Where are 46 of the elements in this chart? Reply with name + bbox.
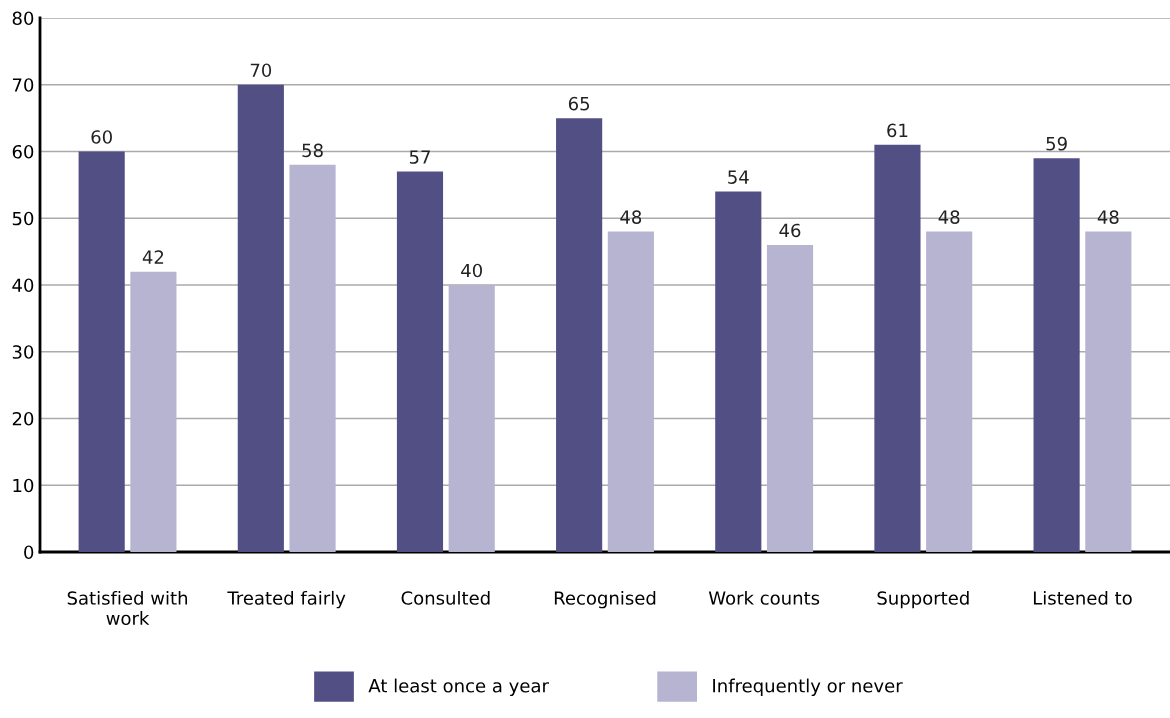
bar [448,285,495,552]
y-tick-label: 80 [12,11,34,26]
y-tick-label: 0 [24,545,34,560]
bar [289,164,336,552]
bar [1085,231,1132,552]
bar [715,191,762,552]
y-tick-label: 40 [12,278,34,293]
bar [130,271,177,552]
bar [607,231,654,552]
data-label: 40 [461,263,482,278]
x-tick-label: Satisfied with work [67,590,188,626]
data-label: 60 [91,130,112,144]
bar [874,144,921,552]
y-tick-label: 10 [13,478,34,493]
data-label: 46 [779,223,801,238]
data-label: 48 [620,210,642,224]
data-label: 65 [568,96,590,111]
bar [556,118,603,552]
data-label: 42 [142,250,164,264]
x-tick-label: Supported [877,590,969,609]
y-tick-label: 60 [12,144,34,159]
data-label: 54 [728,170,749,184]
data-label: 59 [1046,136,1067,151]
bar [1033,158,1080,552]
bar [766,244,814,552]
bar [78,151,125,552]
bar [237,84,284,552]
y-tick-label: 50 [12,211,34,226]
y-tick-label: 20 [12,411,34,426]
x-tick-label: Work counts [708,590,820,605]
x-tick-label: Treated fairly [227,590,346,609]
legend-label: At least once a year [368,678,549,697]
data-label: 48 [1097,210,1119,224]
legend-label: Infrequently or never [713,678,903,697]
x-tick-label: Listened to [1033,590,1132,605]
bar [396,171,444,552]
x-tick-label: Consulted [401,590,490,605]
y-tick-label: 70 [12,78,34,92]
bar [926,231,973,552]
y-tick-label: 30 [12,345,34,359]
data-label: 58 [302,143,323,158]
data-label: 48 [938,210,960,224]
data-label: 61 [887,123,908,138]
data-label: 57 [409,150,430,164]
x-tick-label: Recognised [554,590,656,609]
data-label: 70 [250,63,272,78]
